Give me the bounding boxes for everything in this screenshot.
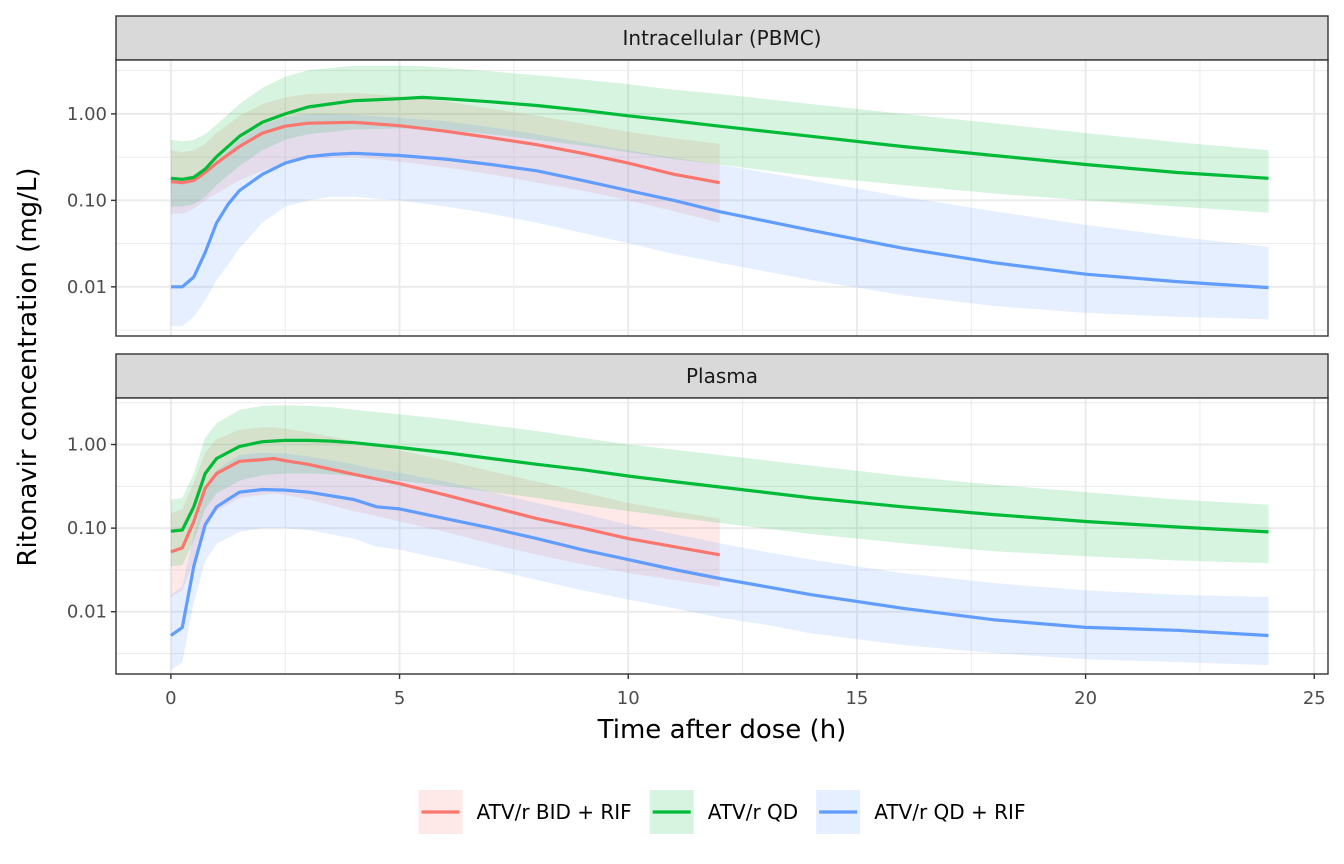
strip-label-plasma: Plasma xyxy=(686,364,758,388)
legend-item: ATV/r BID + RIF xyxy=(418,790,632,834)
x-tick-label: 25 xyxy=(1303,688,1326,709)
gridlines-plasma xyxy=(116,398,1328,674)
series-line xyxy=(169,487,1269,638)
x-tick-label: 10 xyxy=(617,688,640,709)
y-tick-label: 1.00 xyxy=(67,435,107,456)
y-tick-label: 0.10 xyxy=(67,190,107,211)
x-axis: 0 5 10 15 20 25 xyxy=(165,674,1326,709)
plot-border-plasma xyxy=(115,397,1329,675)
strip-intracellular xyxy=(115,15,1329,61)
series-line xyxy=(170,95,1269,181)
y-tick-label: 0.10 xyxy=(67,518,107,539)
series-line xyxy=(170,456,720,557)
lines-plasma xyxy=(169,438,1269,638)
y-axis-intracellular: 0.01 0.10 1.00 xyxy=(67,104,116,298)
y-tick-label: 1.00 xyxy=(67,104,107,125)
legend-label: ATV/r QD xyxy=(708,800,799,824)
x-tick-label: 0 xyxy=(165,688,176,709)
x-axis-title: Time after dose (h) xyxy=(597,715,847,745)
ribbon xyxy=(170,65,1269,213)
lines-intracellular xyxy=(170,95,1269,290)
ribbon xyxy=(170,452,1269,671)
series-line xyxy=(170,120,720,185)
y-tick-label: 0.01 xyxy=(67,602,107,623)
strip-label-intracellular: Intracellular (PBMC) xyxy=(623,26,822,50)
y-tick-label: 0.01 xyxy=(67,277,107,298)
panel-plasma: Plasma 0.01 0.10 1.00 xyxy=(67,353,1329,675)
ribbon xyxy=(170,113,1269,327)
legend-item: ATV/r QD xyxy=(649,790,799,834)
series-line xyxy=(170,151,1269,290)
x-tick-label: 5 xyxy=(394,688,405,709)
panel-intracellular: Intracellular (PBMC) 0.01 0.10 1.00 xyxy=(67,15,1329,337)
legend-label: ATV/r BID + RIF xyxy=(477,800,632,824)
x-tick-label: 20 xyxy=(1074,688,1097,709)
x-tick-label: 15 xyxy=(845,688,868,709)
y-axis-title: Ritonavir concentration (mg/L) xyxy=(13,167,43,566)
legend-item: ATV/r QD + RIF xyxy=(816,790,1025,834)
strip-plasma xyxy=(115,353,1329,399)
ribbon xyxy=(170,427,720,597)
y-axis-plasma: 0.01 0.10 1.00 xyxy=(67,435,116,623)
legend-label: ATV/r QD + RIF xyxy=(874,800,1025,824)
series-line xyxy=(170,438,1269,534)
plot-border-intracellular xyxy=(115,59,1329,337)
legend: ATV/r BID + RIF ATV/r QD ATV/r QD + RIF xyxy=(418,790,1025,834)
